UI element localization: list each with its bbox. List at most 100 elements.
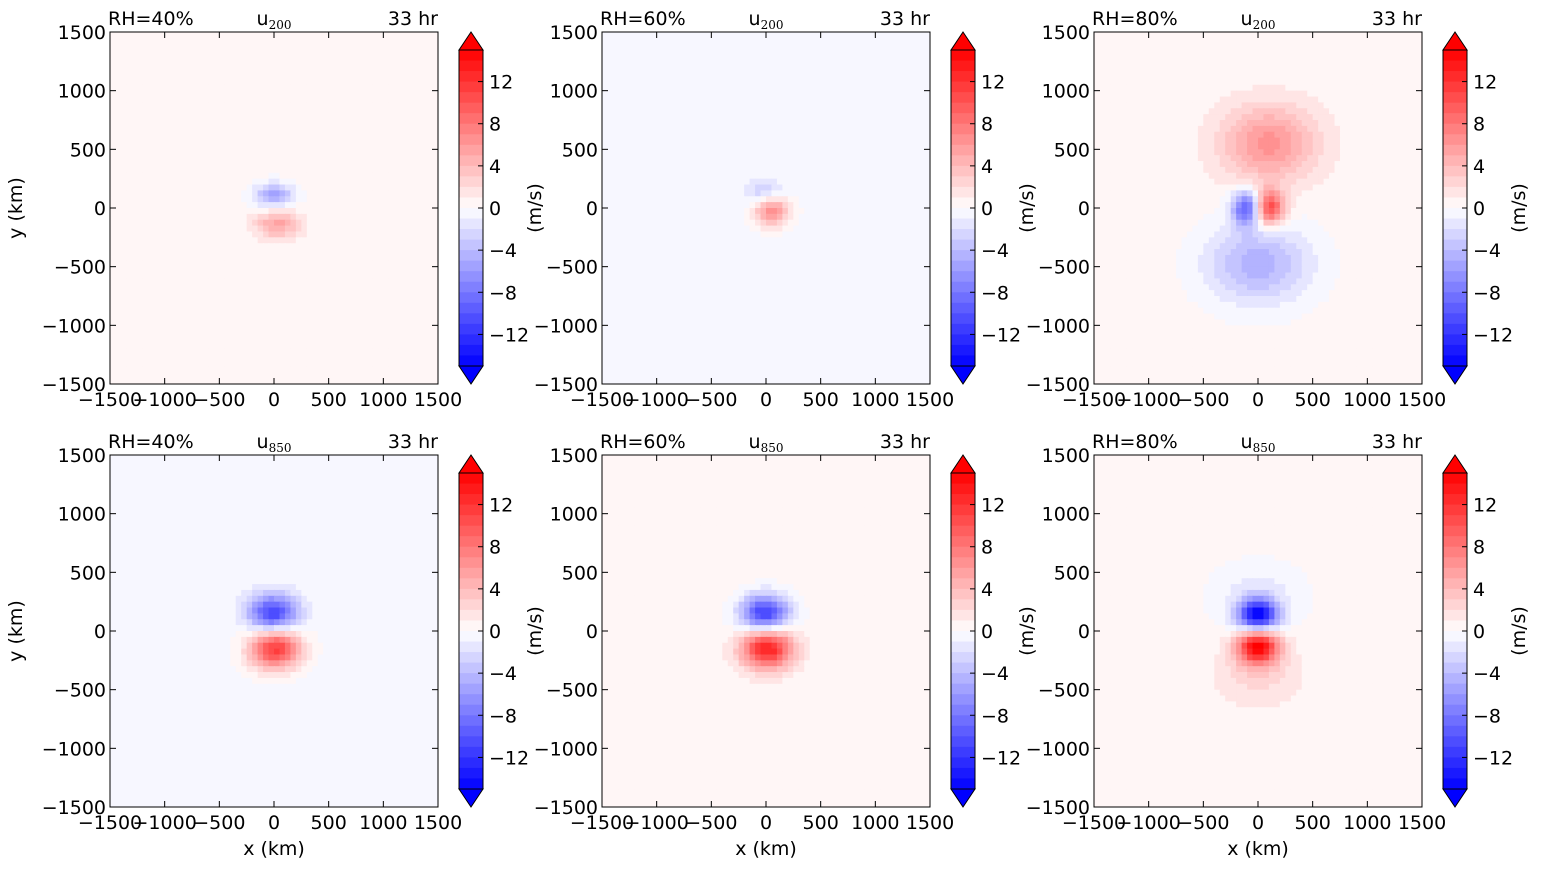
contour-cell xyxy=(274,337,281,344)
contour-cell xyxy=(716,96,723,103)
contour-cell xyxy=(120,219,127,227)
contour-cell xyxy=(700,61,707,68)
contour-cell xyxy=(760,102,767,109)
contour-cell xyxy=(317,213,324,221)
contour-cell xyxy=(880,108,887,115)
contour-cell xyxy=(405,307,412,315)
contour-cell xyxy=(651,55,658,62)
contour-cell xyxy=(366,249,373,256)
contour-cell xyxy=(186,296,193,303)
contour-cell xyxy=(722,143,729,150)
contour-cell xyxy=(224,61,231,68)
contour-cell xyxy=(345,290,352,297)
contour-cell xyxy=(902,143,909,150)
contour-cell xyxy=(421,290,428,297)
contour-cell xyxy=(208,301,215,309)
contour-cell xyxy=(252,378,259,384)
contour-cell xyxy=(771,73,778,80)
contour-cell xyxy=(410,219,417,227)
contour-cell xyxy=(875,78,882,86)
contour-cell xyxy=(126,231,133,238)
contour-cell xyxy=(361,219,368,227)
contour-cell xyxy=(749,155,756,162)
contour-cell xyxy=(241,90,248,98)
contour-cell xyxy=(202,260,209,268)
contour-cell xyxy=(153,61,160,68)
contour-cell xyxy=(274,296,281,303)
contour-cell xyxy=(235,43,242,51)
contour-cell xyxy=(120,378,127,384)
contour-cell xyxy=(197,319,204,326)
contour-cell xyxy=(131,254,138,262)
contour-cell xyxy=(197,196,204,203)
contour-cell xyxy=(815,143,822,150)
contour-cell xyxy=(339,166,346,174)
contour-cell xyxy=(164,108,171,115)
panels-group: −1500−1000−500 0 500 1000 1500150010005000−5… xyxy=(5,8,1530,860)
contour-cell xyxy=(213,325,220,332)
contour-cell xyxy=(700,137,707,145)
contour-cell xyxy=(416,73,423,80)
contour-cell xyxy=(312,131,319,139)
contour-cell xyxy=(656,84,663,92)
contour-cell xyxy=(831,96,838,103)
contour-cell xyxy=(755,131,762,139)
contour-cell xyxy=(716,149,723,156)
contour-cell xyxy=(383,114,390,121)
contour-cell xyxy=(120,301,127,309)
contour-cell xyxy=(405,254,412,262)
contour-cell xyxy=(372,378,379,384)
contour-cell xyxy=(153,43,160,51)
contour-cell xyxy=(399,149,406,156)
contour-cell xyxy=(208,213,215,221)
contour-cell xyxy=(301,313,308,321)
contour-cell xyxy=(295,155,302,162)
contour-cell xyxy=(219,348,226,356)
contour-cell xyxy=(257,125,264,133)
contour-cell xyxy=(208,319,215,326)
contour-cell xyxy=(274,90,281,98)
contour-cell xyxy=(164,84,171,92)
contour-cell xyxy=(301,67,308,74)
contour-cell xyxy=(317,219,324,227)
contour-cell xyxy=(317,90,324,98)
contour-cell xyxy=(700,78,707,86)
contour-cell xyxy=(350,354,357,362)
contour-cell xyxy=(782,49,789,57)
contour-cell xyxy=(175,67,182,74)
contour-cell xyxy=(197,32,204,39)
contour-cell xyxy=(924,37,930,45)
contour-cell xyxy=(301,61,308,68)
contour-cell xyxy=(131,73,138,80)
colorbar-level xyxy=(459,250,483,262)
contour-cell xyxy=(416,78,423,86)
contour-cell xyxy=(399,49,406,57)
contour-cell xyxy=(164,184,171,191)
contour-cell xyxy=(290,272,297,279)
contour-cell xyxy=(383,331,390,338)
contour-cell xyxy=(224,166,231,174)
contour-cell xyxy=(126,190,133,197)
contour-cell xyxy=(208,237,215,244)
contour-cell xyxy=(224,260,231,268)
contour-cell xyxy=(126,32,133,39)
contour-cell xyxy=(875,125,882,133)
contour-cell xyxy=(350,301,357,309)
contour-cell xyxy=(137,61,144,68)
contour-cell xyxy=(317,290,324,297)
contour-cell xyxy=(301,378,308,384)
contour-cell xyxy=(290,225,297,233)
contour-cell xyxy=(159,254,166,262)
contour-cell xyxy=(334,307,341,315)
contour-cell xyxy=(274,114,281,121)
contour-cell xyxy=(416,284,423,291)
colorbar-level xyxy=(459,197,483,209)
contour-cell xyxy=(350,143,357,150)
contour-cell xyxy=(421,219,428,227)
contour-cell xyxy=(290,278,297,285)
contour-cell xyxy=(366,331,373,338)
contour-cell xyxy=(377,149,384,156)
contour-cell xyxy=(295,120,302,127)
contour-cell xyxy=(820,78,827,86)
contour-cell xyxy=(246,307,253,315)
